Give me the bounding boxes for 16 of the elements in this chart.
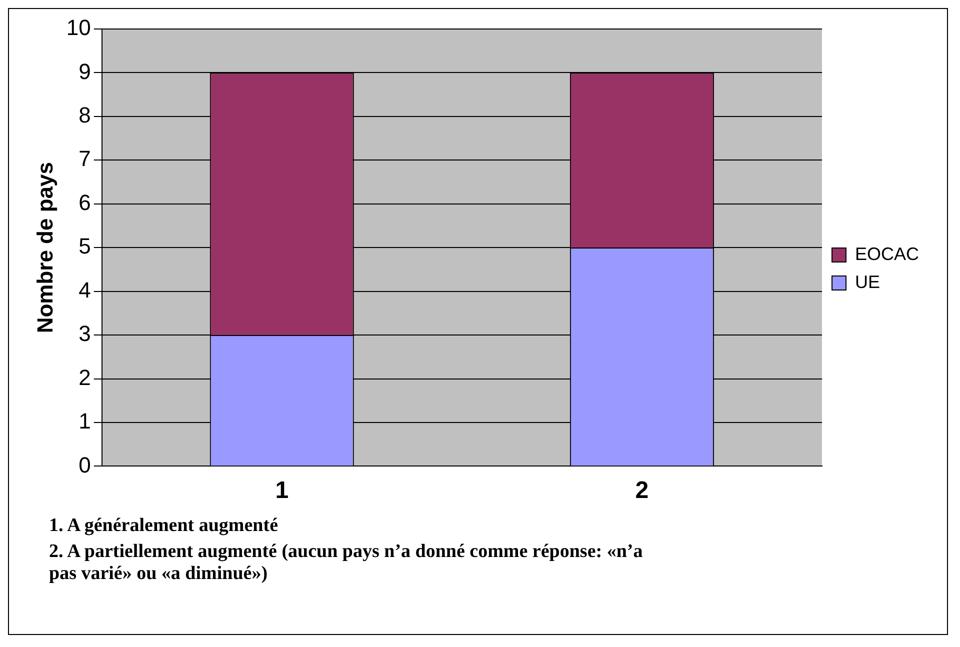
y-tick-label: 10 xyxy=(66,15,91,40)
y-tick-label: 7 xyxy=(78,146,91,172)
y-tick-label: 1 xyxy=(78,408,91,434)
y-tick-label: 6 xyxy=(78,190,91,215)
text: 1. A généralement augmenté xyxy=(49,515,280,537)
text: 2. A partiellement augmenté (aucun pays n’a donné comme réponse: «n’a pas varié» ou «a diminué») xyxy=(49,541,644,585)
legend-label: EOCAC xyxy=(854,244,920,264)
y-tick-label: 0 xyxy=(78,452,91,478)
y-tick-label: 2 xyxy=(78,364,91,390)
y-tick-label: 8 xyxy=(78,102,91,128)
y-tick-label: 5 xyxy=(78,234,91,259)
y-tick-label: 4 xyxy=(78,277,91,302)
legend-label: UE xyxy=(854,272,880,292)
y-tick-label: 9 xyxy=(78,58,91,84)
y-axis-title: Nombre de pays xyxy=(32,162,58,334)
y-tick-label: 3 xyxy=(78,321,91,346)
